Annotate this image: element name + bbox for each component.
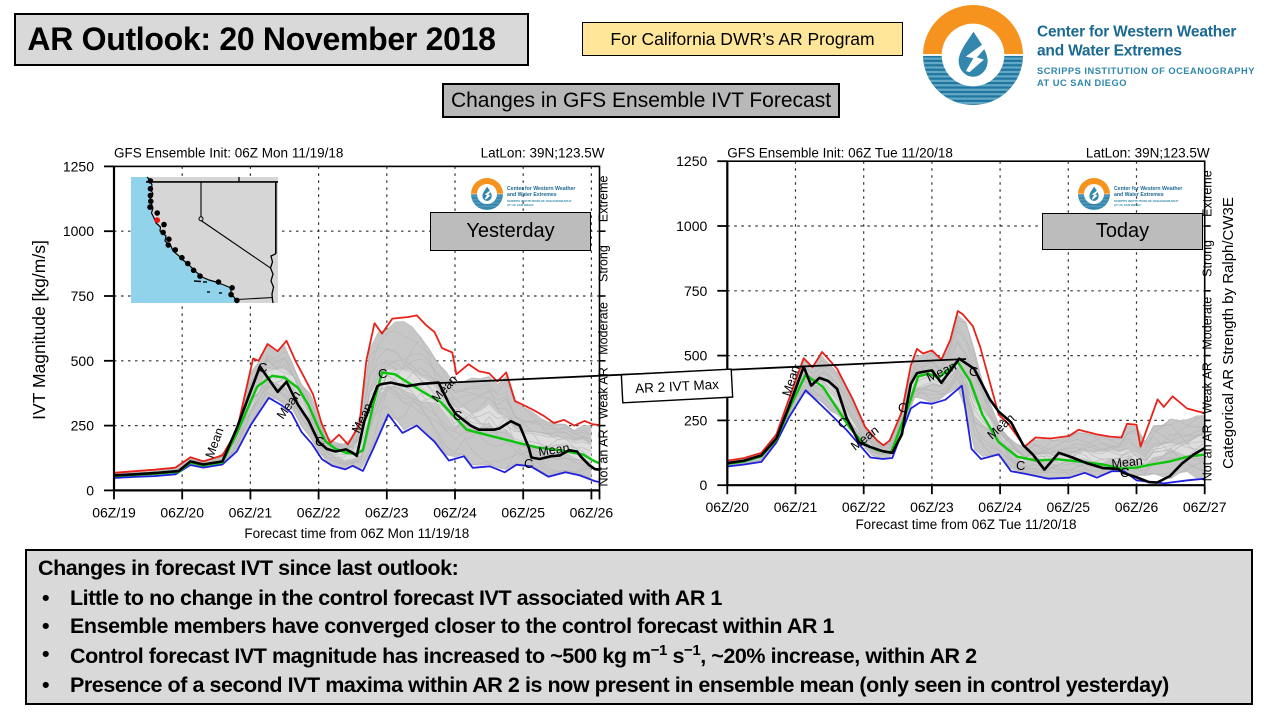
svg-text:06Z/25: 06Z/25 [501, 504, 545, 520]
svg-text:500: 500 [71, 353, 95, 369]
svg-text:AT UC SAN DIEGO: AT UC SAN DIEGO [1114, 203, 1141, 207]
svg-text:Center for Western Weather: Center for Western Weather [1037, 24, 1236, 41]
svg-text:0: 0 [700, 477, 708, 493]
svg-text:250: 250 [71, 418, 95, 434]
svg-text:06Z/23: 06Z/23 [910, 499, 954, 515]
svg-text:and Water Extremes: and Water Extremes [507, 192, 557, 198]
svg-text:Mean: Mean [537, 441, 570, 459]
svg-text:06Z/21: 06Z/21 [774, 499, 818, 515]
svg-text:1250: 1250 [676, 153, 707, 169]
svg-text:06Z/20: 06Z/20 [706, 499, 750, 515]
svg-text:C: C [524, 456, 533, 471]
svg-text:Mean: Mean [1111, 454, 1144, 471]
svg-text:Extreme: Extreme [597, 175, 611, 222]
svg-text:C: C [453, 408, 462, 423]
svg-text:Moderate: Moderate [1201, 297, 1215, 350]
svg-text:750: 750 [71, 288, 95, 304]
svg-text:C: C [969, 364, 978, 379]
svg-text:Weak AR: Weak AR [1201, 362, 1215, 414]
svg-text:AT UC SAN DIEGO: AT UC SAN DIEGO [1037, 78, 1127, 88]
svg-text:Not an AR: Not an AR [1201, 424, 1215, 481]
svg-text:06Z/19: 06Z/19 [92, 504, 136, 520]
svg-text:GFS Ensemble Init: 06Z Tue 11/: GFS Ensemble Init: 06Z Tue 11/20/18 [727, 146, 953, 161]
svg-text:Forecast time from 06Z Tue 11/: Forecast time from 06Z Tue 11/20/18 [855, 517, 1076, 532]
svg-text:C: C [258, 360, 267, 375]
svg-text:750: 750 [684, 283, 708, 299]
svg-text:06Z/24: 06Z/24 [433, 504, 477, 520]
svg-text:Not an AR: Not an AR [597, 430, 611, 487]
svg-text:06Z/24: 06Z/24 [978, 499, 1022, 515]
svg-text:06Z/23: 06Z/23 [365, 504, 409, 520]
svg-text:IVT Magnitude [kg/m/s]: IVT Magnitude [kg/m/s] [29, 240, 49, 420]
svg-text:and Water Extremes: and Water Extremes [1114, 192, 1164, 198]
svg-text:LatLon: 39N;123.5W: LatLon: 39N;123.5W [481, 146, 605, 161]
svg-text:06Z/22: 06Z/22 [297, 504, 341, 520]
svg-text:C: C [1120, 465, 1129, 480]
svg-text:Weak AR: Weak AR [597, 367, 611, 419]
svg-text:Extreme: Extreme [1201, 170, 1215, 217]
svg-text:Strong: Strong [1201, 240, 1215, 277]
svg-text:06Z/26: 06Z/26 [570, 504, 614, 520]
svg-text:AT UC SAN DIEGO: AT UC SAN DIEGO [507, 203, 534, 207]
svg-text:1000: 1000 [63, 223, 94, 239]
svg-text:Forecast time from 06Z Mon 11/: Forecast time from 06Z Mon 11/19/18 [244, 526, 469, 541]
svg-text:C: C [1016, 458, 1025, 473]
svg-text:06Z/21: 06Z/21 [229, 504, 273, 520]
svg-text:C: C [898, 400, 907, 415]
svg-text:LatLon: 39N;123.5W: LatLon: 39N;123.5W [1086, 146, 1210, 161]
svg-text:C: C [378, 366, 387, 381]
svg-text:C: C [838, 415, 847, 430]
svg-text:SCRIPPS INSTITUTION OF OCEANOG: SCRIPPS INSTITUTION OF OCEANOGRAPHY [507, 199, 572, 203]
svg-text:250: 250 [684, 412, 708, 428]
svg-text:AR 2 IVT Max: AR 2 IVT Max [635, 377, 720, 396]
svg-text:06Z/26: 06Z/26 [1115, 499, 1159, 515]
svg-text:06Z/25: 06Z/25 [1047, 499, 1091, 515]
svg-text:Center for Western Weather: Center for Western Weather [1114, 186, 1182, 192]
svg-text:0: 0 [86, 482, 94, 498]
svg-text:C: C [315, 434, 324, 449]
svg-text:06Z/27: 06Z/27 [1183, 499, 1227, 515]
svg-text:SCRIPPS INSTITUTION OF OCEANOG: SCRIPPS INSTITUTION OF OCEANOGRAPHY [1037, 66, 1255, 76]
svg-text:1000: 1000 [676, 218, 707, 234]
svg-text:and Water Extremes: and Water Extremes [1037, 43, 1182, 60]
svg-text:Categorical AR Strength by Ral: Categorical AR Strength by Ralph/CW3E [1220, 197, 1237, 469]
svg-text:GFS Ensemble Init: 06Z Mon 11/: GFS Ensemble Init: 06Z Mon 11/19/18 [114, 146, 343, 161]
svg-text:Strong: Strong [597, 245, 611, 282]
svg-text:500: 500 [684, 348, 708, 364]
svg-text:Center for Western Weather: Center for Western Weather [507, 186, 575, 192]
svg-text:06Z/22: 06Z/22 [842, 499, 886, 515]
svg-text:06Z/20: 06Z/20 [160, 504, 204, 520]
svg-text:Moderate: Moderate [597, 302, 611, 355]
svg-text:SCRIPPS INSTITUTION OF OCEANOG: SCRIPPS INSTITUTION OF OCEANOGRAPHY [1114, 199, 1179, 203]
svg-text:1250: 1250 [63, 158, 94, 174]
